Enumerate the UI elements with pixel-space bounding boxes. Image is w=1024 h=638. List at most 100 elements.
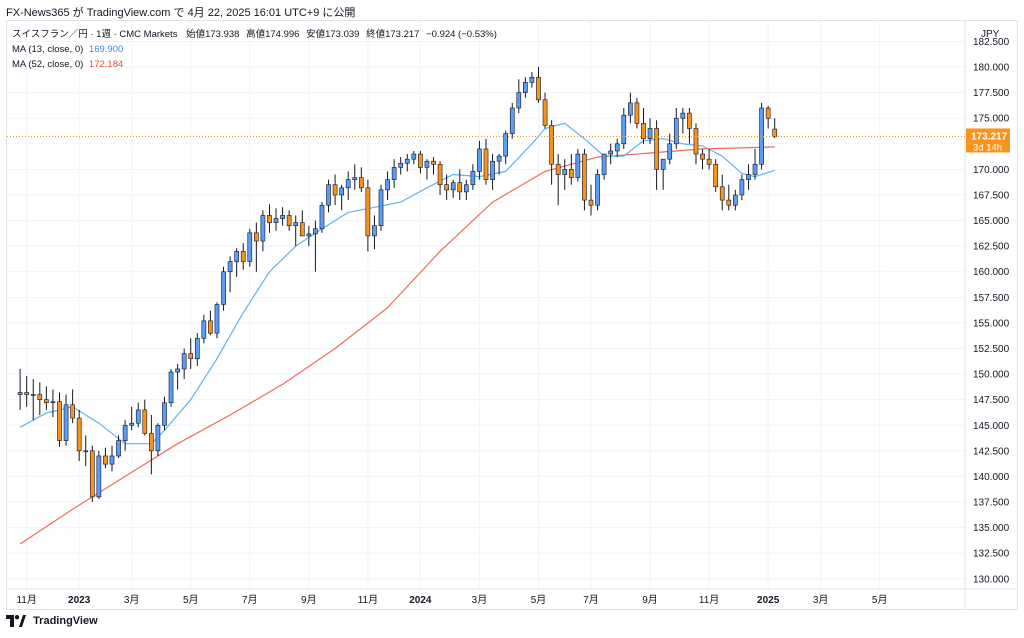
candle-body[interactable] — [208, 320, 213, 334]
candle-body[interactable] — [608, 150, 614, 155]
candle-body[interactable] — [313, 228, 318, 235]
candle-body[interactable] — [352, 177, 358, 180]
candle-body[interactable] — [398, 162, 404, 168]
candle-body[interactable] — [660, 158, 666, 170]
candle-body[interactable] — [214, 304, 220, 334]
candle-body[interactable] — [385, 179, 390, 191]
candle-body[interactable] — [135, 409, 141, 424]
candle-body[interactable] — [227, 261, 233, 273]
candle-body[interactable] — [149, 433, 154, 452]
candle-body[interactable] — [529, 76, 535, 83]
candle-body[interactable] — [326, 184, 331, 206]
candle-body[interactable] — [496, 155, 502, 162]
candle-body[interactable] — [503, 133, 509, 157]
candle-body[interactable] — [719, 186, 725, 201]
candle-body[interactable] — [116, 440, 121, 457]
candle-body[interactable] — [562, 169, 568, 175]
candle-body[interactable] — [739, 179, 745, 196]
candle-body[interactable] — [588, 199, 594, 206]
candle-body[interactable] — [614, 143, 620, 152]
candle-body[interactable] — [103, 455, 108, 465]
candle-body[interactable] — [293, 222, 299, 226]
candle-body[interactable] — [96, 455, 102, 498]
chart-canvas[interactable]: 130.000 132.500 135.000 137.500 140.000 142.5… — [7, 21, 1017, 609]
candle-body[interactable] — [450, 182, 456, 191]
candle-body[interactable] — [431, 160, 436, 165]
candle-body[interactable] — [345, 179, 351, 189]
candle-body[interactable] — [83, 450, 89, 453]
candle-body[interactable] — [523, 82, 528, 93]
candle-body[interactable] — [483, 148, 489, 180]
candle-body[interactable] — [641, 123, 646, 139]
candle-body[interactable] — [254, 232, 259, 242]
legend-ma52-row[interactable]: MA (52, close, 0) 172.184 — [12, 57, 497, 72]
candle-body[interactable] — [63, 404, 69, 441]
candle-body[interactable] — [391, 167, 397, 180]
candle-body[interactable] — [365, 187, 371, 237]
candle-body[interactable] — [221, 271, 226, 305]
candle-body[interactable] — [555, 163, 561, 175]
candle-body[interactable] — [411, 153, 417, 160]
candle-body[interactable] — [582, 153, 587, 201]
candle-body[interactable] — [765, 107, 771, 119]
candle-body[interactable] — [201, 320, 207, 339]
candle-body[interactable] — [549, 125, 554, 165]
candle-body[interactable] — [477, 148, 482, 172]
candle-body[interactable] — [260, 215, 266, 242]
candle-body[interactable] — [17, 392, 23, 395]
candle-body[interactable] — [693, 128, 699, 155]
candle-body[interactable] — [234, 250, 239, 262]
candle-body[interactable] — [418, 153, 423, 168]
candle-body[interactable] — [168, 371, 174, 404]
candle-body[interactable] — [713, 163, 718, 188]
candle-body[interactable] — [306, 233, 312, 237]
candle-body[interactable] — [568, 169, 574, 178]
candle-body[interactable] — [339, 187, 344, 196]
candle-body[interactable] — [673, 117, 679, 145]
candle-body[interactable] — [706, 158, 712, 165]
candle-body[interactable] — [50, 401, 56, 404]
legend-ma13-row[interactable]: MA (13, close, 0) 169.900 — [12, 42, 497, 57]
candle-body[interactable] — [194, 337, 200, 360]
candle-body[interactable] — [536, 76, 541, 101]
candle-body[interactable] — [44, 399, 49, 404]
candle-body[interactable] — [299, 222, 305, 237]
candle-body[interactable] — [175, 368, 180, 373]
chart-frame[interactable]: 130.000 132.500 135.000 137.500 140.000 142.5… — [6, 20, 1018, 610]
candle-body[interactable] — [267, 215, 272, 223]
candle-body[interactable] — [181, 353, 187, 370]
candle-body[interactable] — [286, 215, 292, 226]
candle-body[interactable] — [726, 199, 732, 206]
candle-body[interactable] — [575, 153, 581, 178]
candle-body[interactable] — [457, 182, 463, 193]
candle-body[interactable] — [772, 128, 778, 137]
candle-body[interactable] — [89, 450, 95, 498]
candle-body[interactable] — [162, 402, 167, 426]
candle-body[interactable] — [378, 189, 384, 226]
candle-body[interactable] — [601, 153, 607, 175]
candle-body[interactable] — [332, 184, 338, 196]
candle-body[interactable] — [516, 92, 522, 109]
candle-body[interactable] — [647, 128, 653, 139]
candle-body[interactable] — [634, 102, 640, 124]
candle-body[interactable] — [424, 160, 430, 168]
candle-body[interactable] — [240, 250, 246, 262]
candle-body[interactable] — [490, 160, 495, 180]
candle-body[interactable] — [57, 401, 62, 441]
candle-body[interactable] — [122, 424, 128, 441]
candle-body[interactable] — [542, 99, 548, 126]
candle-body[interactable] — [372, 225, 377, 237]
candle-body[interactable] — [437, 163, 443, 186]
candle-body[interactable] — [129, 422, 135, 426]
candle-body[interactable] — [404, 158, 410, 164]
candle-body[interactable] — [463, 184, 469, 193]
candle-body[interactable] — [680, 112, 686, 119]
candle-body[interactable] — [247, 232, 253, 262]
candle-body[interactable] — [155, 424, 161, 452]
legend-symbol[interactable]: スイスフラン／円 · 1週 · CMC Markets — [12, 29, 178, 40]
candle-body[interactable] — [667, 143, 673, 160]
candle-body[interactable] — [700, 153, 705, 160]
candle-body[interactable] — [24, 392, 30, 395]
candle-body[interactable] — [280, 215, 285, 219]
candle-body[interactable] — [733, 194, 738, 206]
